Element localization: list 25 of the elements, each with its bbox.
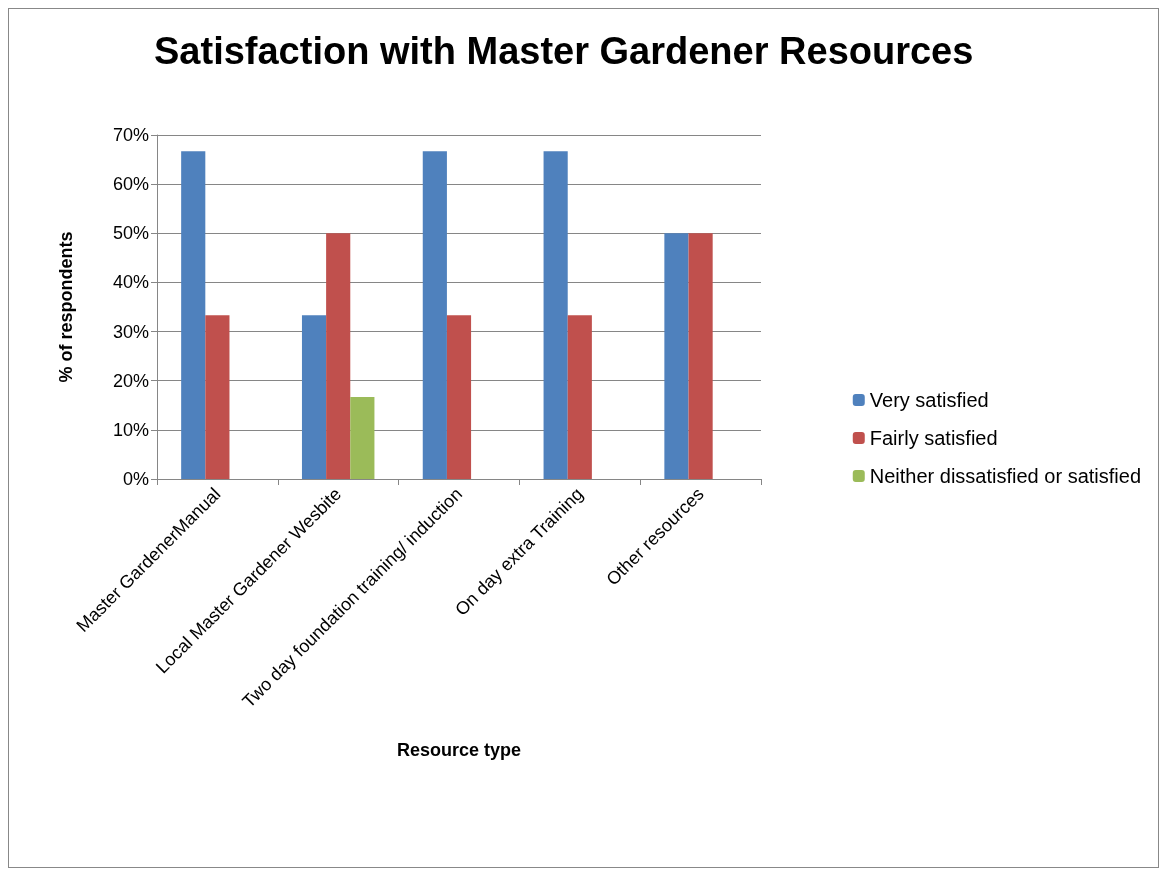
legend-label: Fairly satisfied xyxy=(869,427,998,449)
chart-title: Satisfaction with Master Gardener Resources xyxy=(154,30,974,72)
bar xyxy=(205,315,230,479)
y-tick-label: 30% xyxy=(112,321,149,342)
y-tick-label: 50% xyxy=(112,223,149,244)
bar xyxy=(664,233,689,479)
bar xyxy=(446,315,472,479)
y-axis-title: % of respondents xyxy=(56,231,76,383)
bar xyxy=(688,233,713,479)
y-tick-label: 20% xyxy=(112,370,149,391)
bar xyxy=(181,151,206,479)
bar xyxy=(567,315,592,479)
y-tick-label: 60% xyxy=(112,174,149,195)
y-tick-label: 40% xyxy=(112,272,149,293)
legend-label: Very satisfied xyxy=(869,389,989,411)
y-tick-label: 10% xyxy=(112,419,149,440)
y-tick-label: 0% xyxy=(122,469,149,489)
bar xyxy=(543,151,568,479)
bar xyxy=(422,151,447,479)
bar xyxy=(301,315,327,479)
bar xyxy=(350,396,375,479)
y-tick-label: 70% xyxy=(112,125,149,145)
x-axis-title: Resource type xyxy=(396,740,522,760)
legend-label: Neither dissatisfied or satisfied xyxy=(869,465,1141,487)
bar xyxy=(326,233,351,479)
